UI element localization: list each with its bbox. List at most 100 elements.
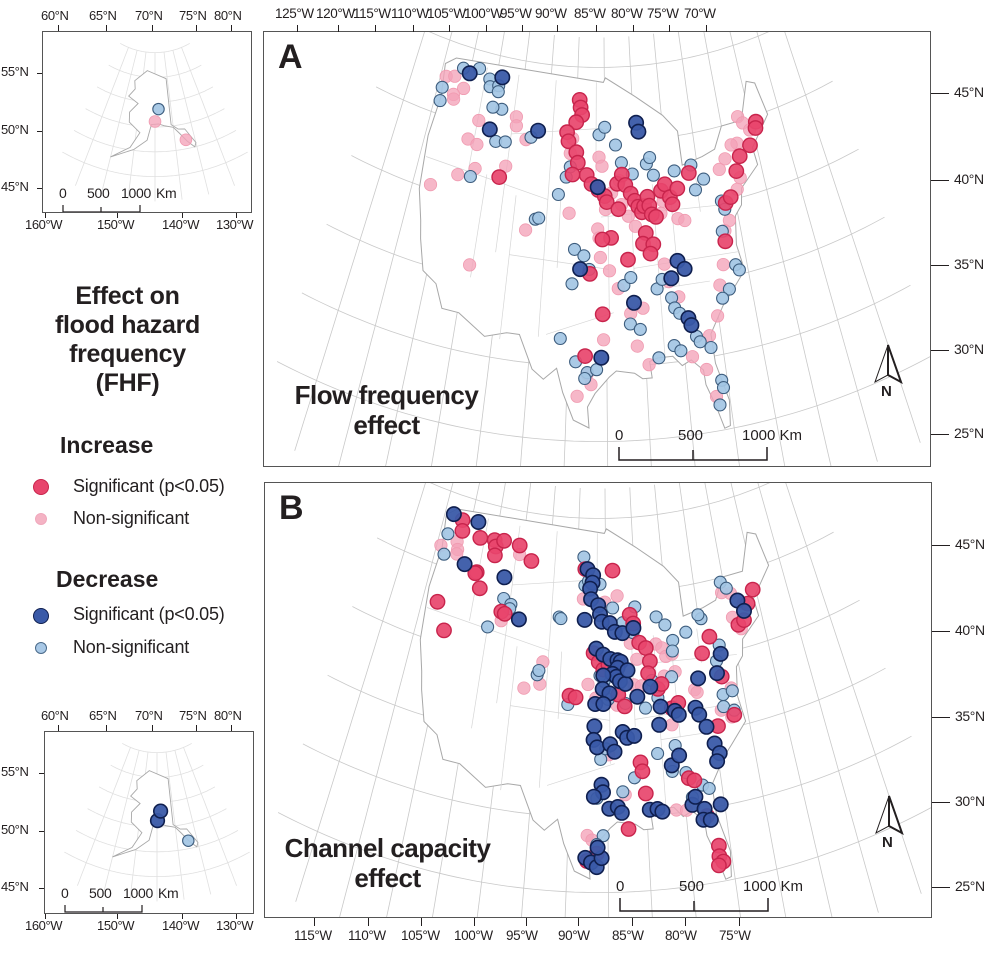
gauge-point xyxy=(687,788,704,805)
gauge-point xyxy=(576,611,593,628)
tick-mark xyxy=(106,25,107,31)
gauge-point xyxy=(629,688,646,705)
gauge-point xyxy=(623,317,637,331)
tick-mark xyxy=(45,213,46,218)
legend-increase-significant: Significant (p<0.05) xyxy=(73,476,225,496)
gauge-point xyxy=(577,249,591,263)
inset-top-tick: 75°N xyxy=(179,708,207,723)
lon-tick-label: 85°W xyxy=(574,6,606,21)
gauge-point xyxy=(596,333,611,347)
tick-mark xyxy=(152,725,153,731)
gauge-point xyxy=(665,670,679,684)
gauge-point xyxy=(553,331,567,346)
meridian-line xyxy=(294,32,425,451)
gauge-point xyxy=(694,645,710,662)
panel-letter: B xyxy=(279,489,304,527)
gauge-point xyxy=(712,162,726,176)
lon-tick-label: 90°W xyxy=(558,928,590,943)
lon-tick-label: 100°W xyxy=(464,6,503,21)
gauge-point xyxy=(690,670,707,687)
gauge-point xyxy=(747,120,764,136)
lon-tick-label: 110°W xyxy=(348,928,386,943)
gauge-point xyxy=(491,85,505,99)
meridian-line xyxy=(339,483,454,917)
tick-mark xyxy=(932,802,950,803)
parallel-line xyxy=(429,483,771,519)
scale-bar-line xyxy=(619,898,769,912)
gauge-point xyxy=(669,180,686,197)
gauge-point xyxy=(663,270,680,287)
lon-tick-label: 95°W xyxy=(506,928,538,943)
gauge-point xyxy=(722,282,736,296)
gauge-point xyxy=(564,166,581,183)
gauge-point xyxy=(648,208,664,225)
gauge-point xyxy=(640,665,656,682)
tick-mark xyxy=(39,773,44,774)
tick-mark xyxy=(182,213,183,218)
gauge-point xyxy=(637,785,654,802)
inset-left-tick: 55°N xyxy=(1,764,29,779)
gauge-point xyxy=(651,716,668,733)
gauge-point xyxy=(686,772,703,789)
gauge-point xyxy=(581,677,595,691)
tick-mark xyxy=(931,93,949,94)
legend-decrease-nonsignificant: Non-significant xyxy=(73,637,190,657)
caption-line: effect xyxy=(353,410,420,440)
gauge-point xyxy=(510,611,527,628)
inset-top-tick: 80°N xyxy=(214,708,242,723)
inset-scale-1000: 1000 xyxy=(121,185,151,201)
panel-caption: Channel capacity effect xyxy=(275,833,500,893)
gauge-point xyxy=(467,565,484,582)
inset-scale-0: 0 xyxy=(61,885,69,901)
parallel-line xyxy=(73,129,237,153)
legend-decrease-heading: Decrease xyxy=(56,566,159,592)
tick-mark xyxy=(739,918,740,926)
gauge-point xyxy=(441,527,455,541)
lat-tick-label: 35°N xyxy=(955,708,985,724)
legend-title-line: flood hazard xyxy=(54,311,200,339)
gauge-point xyxy=(704,340,718,355)
series-decrease-significant xyxy=(445,506,752,876)
gauge-point xyxy=(585,788,602,805)
tick-mark xyxy=(706,25,707,32)
gauge-point xyxy=(708,665,725,682)
gauge-point xyxy=(423,178,438,192)
lon-tick-label: 105°W xyxy=(427,6,466,21)
tick-mark xyxy=(375,25,376,32)
legend-title: Effect on flood hazard frequency (FHF) xyxy=(0,282,255,398)
gauge-point xyxy=(567,242,582,256)
inset-bottom-tick: 160°W xyxy=(25,217,63,232)
tick-mark xyxy=(39,888,44,889)
gauge-point xyxy=(595,696,612,713)
gauge-point xyxy=(565,277,579,291)
gauge-point xyxy=(731,148,748,165)
panel-caption: Flow frequency effect xyxy=(274,380,499,440)
state-boundary xyxy=(537,80,557,337)
lat-tick-label: 40°N xyxy=(954,171,984,187)
gauge-point xyxy=(562,206,576,220)
north-arrow-right xyxy=(887,344,903,385)
gauge-point xyxy=(595,667,612,684)
gauge-point xyxy=(667,164,681,178)
gauge-point xyxy=(463,169,477,184)
gauge-point xyxy=(437,547,451,561)
gauge-point xyxy=(652,351,666,365)
gauge-point xyxy=(722,189,739,206)
gauge-point xyxy=(509,119,523,133)
gauge-point xyxy=(481,121,498,138)
gauge-point xyxy=(713,398,727,412)
tick-mark xyxy=(39,831,44,832)
gauge-point xyxy=(685,350,700,364)
gauge-point xyxy=(735,602,752,619)
tick-mark xyxy=(196,725,197,731)
legend-title-line: (FHF) xyxy=(95,369,160,397)
gauge-point xyxy=(604,562,621,579)
tick-mark xyxy=(182,914,183,919)
tick-mark xyxy=(931,434,949,435)
state-boundary xyxy=(607,209,610,313)
inset-top-tick: 65°N xyxy=(89,8,117,23)
inset-bottom-tick: 150°W xyxy=(97,918,135,933)
gauge-point xyxy=(456,556,473,573)
lon-tick-label: 75°W xyxy=(719,928,751,943)
gauge-point xyxy=(665,644,679,658)
